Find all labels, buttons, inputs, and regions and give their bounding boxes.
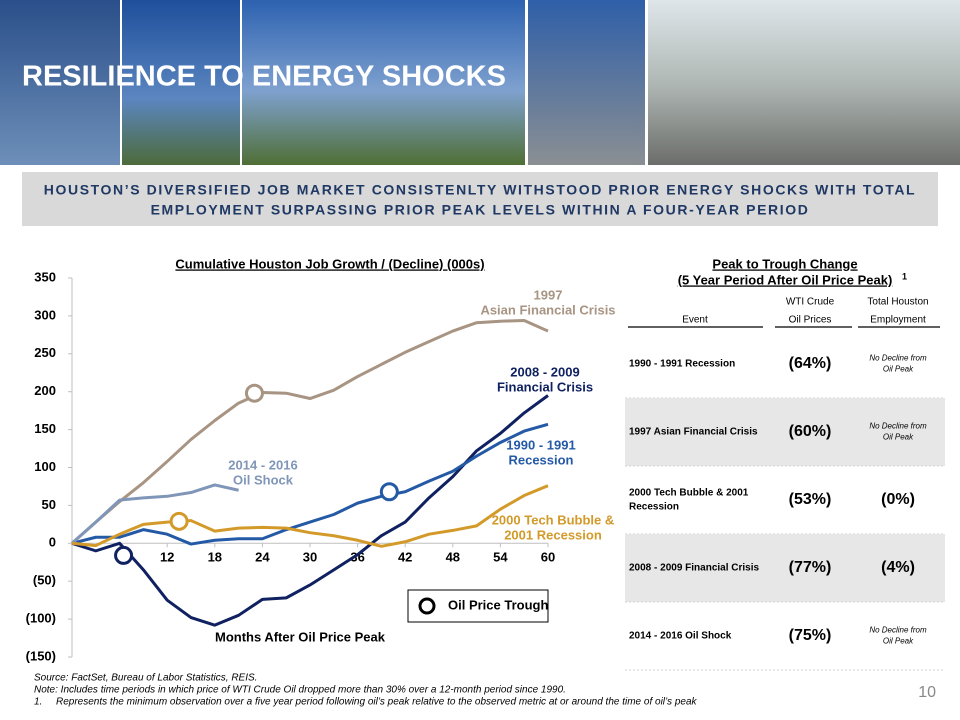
- y-tick-label: 300: [34, 307, 56, 322]
- value-cell: No Decline from: [869, 626, 927, 635]
- series-label: 2014 - 2016: [228, 457, 297, 472]
- series-label: Recession: [508, 452, 573, 467]
- x-tick-label: 54: [493, 550, 508, 565]
- footnote: Represents the minimum observation over …: [56, 697, 698, 708]
- event-cell: Recession: [629, 502, 679, 513]
- trough-marker: [169, 511, 189, 531]
- event-cell: 2014 - 2016 Oil Shock: [629, 631, 732, 642]
- series-line: [71, 484, 549, 548]
- event-cell: 1990 - 1991 Recession: [629, 359, 735, 370]
- y-tick-label: 250: [34, 345, 56, 360]
- x-tick-label: 12: [160, 550, 174, 565]
- banner: [22, 172, 938, 226]
- photo: [122, 0, 240, 165]
- series-label: Oil Shock: [233, 472, 294, 487]
- column-header: Event: [682, 315, 708, 326]
- x-tick-label: 24: [255, 550, 270, 565]
- series-label: Financial Crisis: [497, 379, 593, 394]
- x-tick-label: 18: [208, 550, 222, 565]
- value-cell: (75%): [789, 627, 832, 644]
- series-line: [71, 318, 549, 545]
- x-tick-label: 42: [398, 550, 412, 565]
- photo: [648, 0, 960, 165]
- series-label: 2008 - 2009: [510, 364, 579, 379]
- slide-title: RESILIENCE TO ENERGY SHOCKS: [22, 61, 506, 93]
- source: Source: FactSet, Bureau of Labor Statist…: [34, 673, 257, 684]
- photo: [0, 0, 120, 165]
- y-tick-label: 350: [34, 269, 56, 284]
- x-tick-label: 30: [303, 550, 317, 565]
- series-label: 2001 Recession: [504, 527, 602, 542]
- page-number: 10: [918, 684, 936, 701]
- value-cell: (64%): [789, 355, 832, 372]
- value-cell: (0%): [881, 491, 915, 508]
- y-tick-label: 100: [34, 459, 56, 474]
- value-cell: No Decline from: [869, 354, 927, 363]
- y-tick-label: 0: [49, 535, 56, 550]
- photo: [242, 0, 525, 165]
- event-cell: 2000 Tech Bubble & 2001: [629, 488, 749, 499]
- y-tick-label: (50): [33, 573, 56, 588]
- value-cell: (4%): [881, 559, 915, 576]
- photo: [528, 0, 645, 165]
- banner-text: HOUSTON’S DIVERSIFIED JOB MARKET CONSIST…: [44, 182, 916, 198]
- series-label: 1997: [534, 287, 563, 302]
- x-axis-label: Months After Oil Price Peak: [215, 629, 386, 644]
- value-cell: Oil Peak: [883, 433, 914, 442]
- value-cell: (60%): [789, 423, 832, 440]
- legend-marker: [418, 597, 436, 615]
- series-label: 1990 - 1991: [506, 437, 575, 452]
- banner-text: EMPLOYMENT SURPASSING PRIOR PEAK LEVELS …: [151, 202, 810, 218]
- value-cell: (53%): [789, 491, 832, 508]
- column-header: Employment: [870, 315, 926, 326]
- chart-title: Cumulative Houston Job Growth / (Decline…: [175, 256, 484, 271]
- value-cell: (77%): [789, 559, 832, 576]
- x-tick-label: 48: [446, 550, 460, 565]
- column-header: Total Houston: [867, 297, 928, 308]
- y-tick-label: 50: [42, 497, 56, 512]
- y-tick-label: (100): [26, 611, 56, 626]
- value-cell: No Decline from: [869, 422, 927, 431]
- column-header: WTI Crude: [786, 297, 835, 308]
- y-tick-label: (150): [26, 648, 56, 663]
- event-cell: 2008 - 2009 Financial Crisis: [629, 563, 760, 574]
- row-background: [625, 534, 945, 602]
- series-label: Asian Financial Crisis: [480, 302, 615, 317]
- legend-label: Oil Price Trough: [448, 597, 548, 612]
- event-cell: 1997 Asian Financial Crisis: [629, 427, 758, 438]
- value-cell: Oil Peak: [883, 637, 914, 646]
- y-tick-label: 200: [34, 383, 56, 398]
- series-label: 2000 Tech Bubble &: [492, 512, 615, 527]
- footnote-number: 1.: [34, 697, 42, 708]
- series-line: [71, 483, 239, 545]
- footnote-ref: 1: [902, 271, 907, 281]
- row-background: [625, 398, 945, 466]
- table-title: (5 Year Period After Oil Price Peak): [678, 272, 893, 287]
- value-cell: Oil Peak: [883, 365, 914, 374]
- column-header: Oil Prices: [789, 315, 832, 326]
- trough-marker: [244, 383, 264, 403]
- table-title: Peak to Trough Change: [712, 256, 857, 271]
- series-line: [71, 422, 549, 546]
- trough-marker: [379, 482, 399, 502]
- y-tick-label: 150: [34, 421, 56, 436]
- note: Note: Includes time periods in which pri…: [34, 685, 566, 696]
- trough-marker: [114, 545, 134, 565]
- x-tick-label: 60: [541, 550, 555, 565]
